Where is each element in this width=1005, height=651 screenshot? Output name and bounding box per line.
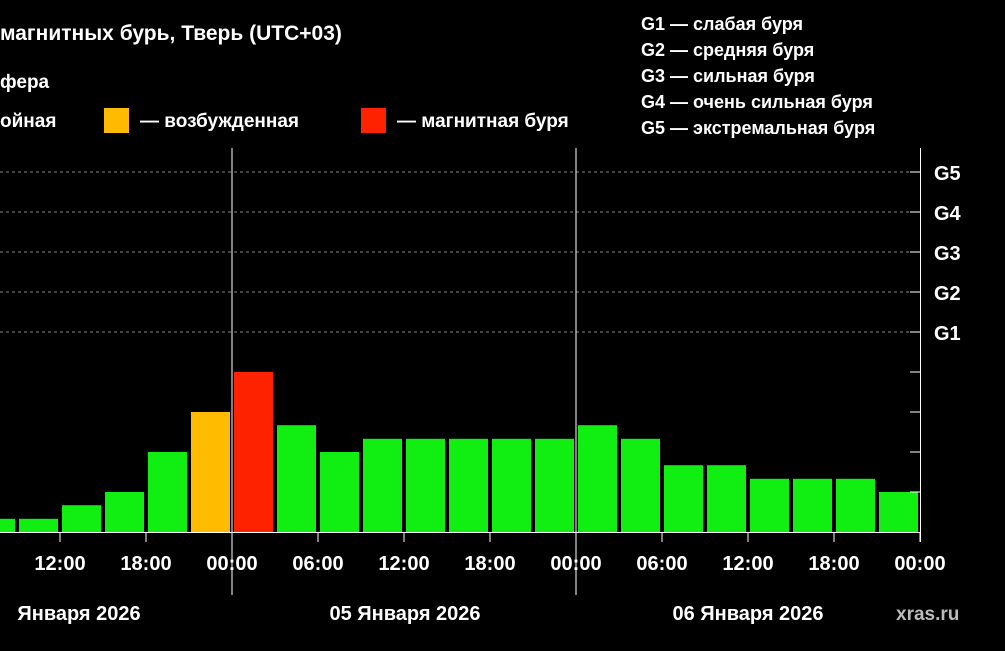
storm-scale-g1: G1 — слабая буря: [641, 14, 803, 34]
x-tick-label: 00:00: [206, 553, 257, 575]
bar-quiet: [535, 438, 574, 532]
bars: [0, 372, 918, 532]
bar-quiet: [19, 518, 58, 532]
day-label: 06 Января 2026: [672, 603, 823, 625]
legend-label-active: — возбужденная: [140, 111, 299, 132]
bar-quiet: [449, 438, 488, 532]
bar-quiet: [750, 478, 789, 532]
bar-quiet: [62, 505, 101, 532]
bar-quiet: [879, 492, 918, 532]
bar-quiet: [406, 438, 445, 532]
storm-scale-legend: G1 — слабая буря G2 — средняя буря G3 — …: [641, 14, 875, 138]
bar-quiet: [0, 518, 15, 532]
x-tick-label: 06:00: [636, 553, 687, 575]
x-tick-label: 12:00: [378, 553, 429, 575]
bar-quiet: [363, 438, 402, 532]
bar-quiet: [277, 425, 316, 532]
bar-quiet: [793, 478, 832, 532]
axes: G1G2G3G4G5012:0018:0000:0006:0012:0018:0…: [0, 148, 962, 625]
x-tick-label: 18:00: [808, 553, 859, 575]
right-axis-label-g1: G1: [934, 323, 961, 345]
legend: ойная — возбужденная — магнитная буря: [0, 108, 569, 133]
storm-scale-g2: G2 — средняя буря: [641, 40, 814, 60]
bar-storm: [234, 372, 273, 532]
chart-title: магнитных бурь, Тверь (UTC+03): [0, 22, 342, 45]
x-tick-label: 18:00: [464, 553, 515, 575]
x-tick-label: 00:00: [894, 553, 945, 575]
storm-scale-g5: G5 — экстремальная буря: [641, 118, 875, 138]
bar-quiet: [836, 478, 875, 532]
x-tick-label: 06:00: [292, 553, 343, 575]
right-axis-label-g2: G2: [934, 283, 961, 305]
bar-quiet: [707, 465, 746, 532]
x-tick-label: 12:00: [722, 553, 773, 575]
legend-label-storm: — магнитная буря: [397, 111, 569, 132]
chart-subtitle: фера: [0, 72, 50, 93]
storm-scale-g4: G4 — очень сильная буря: [641, 92, 873, 112]
right-axis-label-g4: G4: [934, 203, 962, 225]
bar-quiet: [621, 438, 660, 532]
storm-scale-g3: G3 — сильная буря: [641, 66, 815, 86]
right-axis-label-g3: G3: [934, 243, 961, 265]
x-tick-label: 00:00: [550, 553, 601, 575]
watermark: xras.ru: [896, 604, 959, 625]
right-axis-label-g5: G5: [934, 163, 961, 185]
legend-swatch-storm: [361, 108, 386, 133]
x-tick-label: 12:00: [34, 553, 85, 575]
bar-quiet: [664, 465, 703, 532]
legend-label-quiet: ойная: [0, 111, 56, 132]
x-tick-label: 18:00: [120, 553, 171, 575]
bar-active: [191, 412, 230, 532]
bar-quiet: [578, 425, 617, 532]
grid-lines: [0, 148, 920, 595]
legend-swatch-active: [104, 108, 129, 133]
day-label: 05 Января 2026: [329, 603, 480, 625]
bar-quiet: [148, 452, 187, 532]
bar-quiet: [492, 438, 531, 532]
day-label: Января 2026: [17, 603, 140, 625]
bar-quiet: [320, 452, 359, 532]
bar-quiet: [105, 492, 144, 532]
